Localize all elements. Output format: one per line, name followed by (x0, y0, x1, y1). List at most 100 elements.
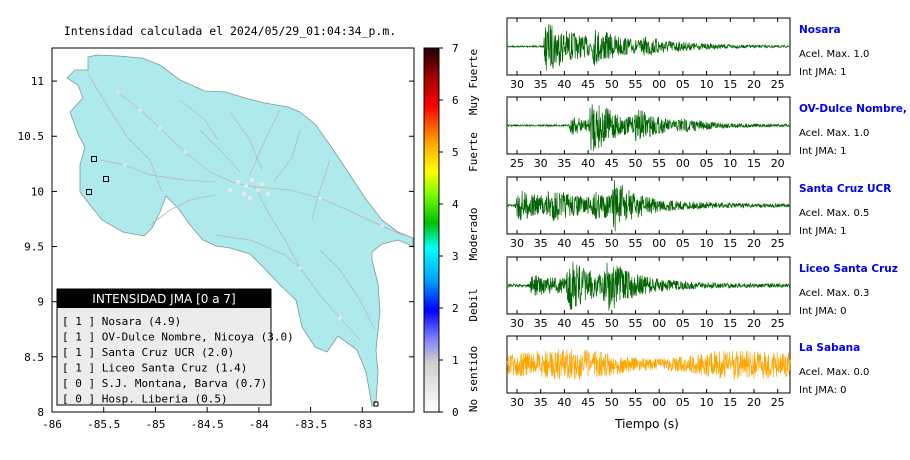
max-accel-label: Acel. Max. 0.5 (799, 208, 869, 219)
trace-x-tick-label: 40 (557, 317, 571, 330)
trace-x-tick-label: 20 (747, 317, 761, 330)
trace-0: 30 35 40 45 50 55 00 05 10 15 20 25 Nosara Acel. Max.… (506, 17, 869, 91)
jma-intensity-label: Int JMA: 1 (799, 146, 847, 157)
trace-x-tick-label: 00 (652, 237, 666, 250)
waveform-line (506, 24, 791, 71)
label-muy-fuerte: Muy Fuerte (467, 49, 480, 115)
label-moderado: Moderado (467, 208, 480, 261)
intensity-map: Intensidad calculada el 2024/05/29_01:04… (18, 24, 481, 431)
trace-x-tick-label: 40 (581, 157, 595, 170)
max-accel-label: Acel. Max. 0.3 (799, 288, 869, 299)
trace-x-tick-label: 10 (700, 78, 714, 91)
map-x-tick-label: -84 (249, 418, 269, 431)
map-y-tick-label: 10 (31, 185, 44, 198)
colorbar-tick-label: 2 (452, 302, 459, 315)
legend-item: [ 1 ] Santa Cruz UCR (2.0) (62, 346, 234, 359)
label-fuerte: Fuerte (467, 132, 480, 172)
station-name: La Sabana (799, 342, 860, 354)
trace-x-tick-label: 25 (510, 157, 524, 170)
trace-x-tick-label: 20 (771, 157, 785, 170)
trace-x-tick-label: 55 (629, 396, 643, 409)
trace-x-tick-label: 30 (510, 317, 524, 330)
max-accel-label: Acel. Max. 0.0 (799, 367, 869, 378)
legend-item: [ 1 ] Liceo Santa Cruz (1.4) (62, 362, 247, 375)
trace-x-tick-label: 15 (723, 317, 737, 330)
trace-1: 25 30 35 40 45 50 55 00 05 10 15 20 OV-Dulce Nombre,… (506, 96, 910, 170)
trace-x-tick-label: 45 (581, 396, 595, 409)
trace-x-tick-label: 25 (771, 396, 785, 409)
waveform-line (506, 349, 791, 381)
map-x-tick-label: -83.5 (294, 418, 327, 431)
map-y-axis: 11 10.5 10 9.5 9 8.5 8 (18, 75, 414, 419)
trace-x-tick-label: 20 (747, 237, 761, 250)
trace-x-tick-label: 25 (771, 317, 785, 330)
trace-x-tick-label: 00 (652, 396, 666, 409)
colorbar-tick-label: 6 (452, 94, 459, 107)
map-x-tick-label: -85.5 (87, 418, 120, 431)
trace-x-tick-label: 50 (605, 396, 619, 409)
map-y-tick-label: 8.5 (24, 351, 44, 364)
city-markers (116, 90, 384, 320)
jma-intensity-label: Int JMA: 0 (799, 306, 847, 317)
intensity-colorbar (423, 47, 440, 413)
colorbar-labels: Muy Fuerte Fuerte Moderado Debil No sent… (467, 49, 480, 412)
colorbar-tick-label: 5 (452, 146, 459, 159)
trace-x-tick-label: 55 (629, 237, 643, 250)
trace-x-tick-label: 15 (723, 237, 737, 250)
trace-x-tick-label: 30 (534, 157, 548, 170)
trace-x-tick-label: 00 (652, 317, 666, 330)
trace-x-tick-label: 35 (534, 78, 548, 91)
map-title: Intensidad calculada el 2024/05/29_01:04… (64, 24, 396, 38)
trace-x-tick-label: 15 (723, 396, 737, 409)
trace-x-tick-label: 05 (676, 396, 690, 409)
station-marker (373, 401, 379, 407)
trace-x-tick-label: 55 (629, 317, 643, 330)
station-name: Liceo Santa Cruz (799, 263, 898, 275)
map-y-tick-label: 9 (37, 296, 44, 309)
map-x-tick-label: -84.5 (191, 418, 224, 431)
trace-x-tick-label: 30 (510, 396, 524, 409)
station-markers (86, 156, 379, 407)
map-y-tick-label: 9.5 (24, 241, 44, 254)
map-y-tick-label: 11 (31, 75, 44, 88)
trace-x-tick-label: 45 (605, 157, 619, 170)
map-y-tick-label: 10.5 (18, 130, 45, 143)
jma-intensity-label: Int JMA: 1 (799, 226, 847, 237)
trace-x-tick-label: 45 (581, 317, 595, 330)
trace-x-tick-label: 00 (652, 78, 666, 91)
trace-4: 30 35 40 45 50 55 00 05 10 15 20 25 La Sabana Acel. M… (506, 335, 869, 409)
colorbar-tick-label: 0 (452, 406, 459, 419)
map-x-tick-label: -86 (42, 418, 62, 431)
trace-x-tick-label: 35 (557, 157, 571, 170)
intensity-legend: INTENSIDAD JMA [0 a 7] [ 1 ] Nosara (4.9… (56, 288, 294, 406)
max-accel-label: Acel. Max. 1.0 (799, 49, 869, 60)
trace-x-tick-label: 15 (747, 157, 761, 170)
trace-x-tick-label: 50 (605, 317, 619, 330)
legend-title: INTENSIDAD JMA [0 a 7] (92, 292, 235, 306)
trace-3: 30 35 40 45 50 55 00 05 10 15 20 25 Liceo Santa Cruz… (506, 256, 898, 330)
trace-x-tick-label: 25 (771, 78, 785, 91)
map-x-tick-label: -83 (352, 418, 372, 431)
trace-x-tick-label: 20 (747, 78, 761, 91)
trace-x-tick-label: 40 (557, 237, 571, 250)
trace-x-tick-label: 10 (700, 396, 714, 409)
map-x-axis: -86 -85.5 -85 -84.5 -84 -83.5 -83 (42, 407, 372, 431)
trace-x-tick-label: 50 (629, 157, 643, 170)
trace-x-tick-label: 35 (534, 396, 548, 409)
trace-x-tick-label: 30 (510, 237, 524, 250)
map-x-tick-label: -85 (145, 418, 165, 431)
trace-x-tick-label: 55 (629, 78, 643, 91)
trace-x-tick-label: 55 (652, 157, 666, 170)
legend-item: [ 1 ] OV-Dulce Nombre, Nicoya (3.0) (62, 331, 294, 344)
legend-item: [ 1 ] Nosara (4.9) (62, 315, 181, 328)
trace-x-tick-label: 05 (676, 237, 690, 250)
legend-item: [ 0 ] Hosp. Liberia (0.5) (62, 393, 228, 406)
trace-x-tick-label: 10 (700, 237, 714, 250)
colorbar-tick-label: 1 (452, 354, 459, 367)
trace-x-tick-label: 05 (700, 157, 714, 170)
trace-x-tick-label: 35 (534, 237, 548, 250)
jma-intensity-label: Int JMA: 1 (799, 67, 847, 78)
trace-x-tick-label: 30 (510, 78, 524, 91)
label-no-sentido: No sentido (467, 346, 480, 412)
x-axis-label: Tiempo (s) (614, 417, 679, 431)
